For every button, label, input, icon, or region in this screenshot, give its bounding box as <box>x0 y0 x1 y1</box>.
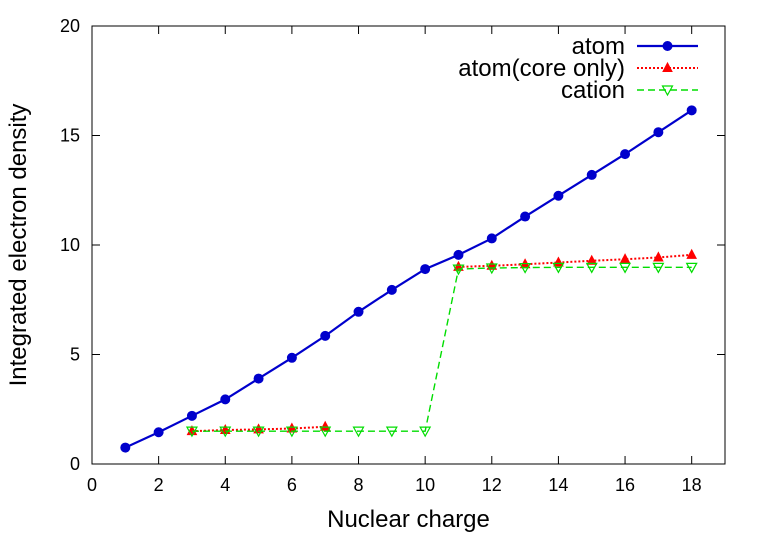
data-point <box>252 426 265 438</box>
x-tick-label: 12 <box>482 475 502 495</box>
data-point <box>652 262 665 274</box>
data-point <box>386 284 397 295</box>
x-tick-label: 10 <box>415 475 435 495</box>
data-point <box>486 233 497 244</box>
tick-labels: 0 2 4 6 8 10 12 14 16 18 0 5 10 15 20 <box>60 16 725 495</box>
y-tick-label: 5 <box>70 345 80 365</box>
data-point <box>286 352 297 363</box>
legend-marker <box>661 85 674 97</box>
y-tick-label: 20 <box>60 16 80 36</box>
data-point <box>653 127 664 138</box>
plot-area <box>91 25 726 465</box>
data-point <box>686 105 697 116</box>
series-1 <box>186 248 698 436</box>
data-point <box>452 264 465 276</box>
series-line <box>124 109 693 449</box>
data-point <box>486 259 498 270</box>
data-point <box>620 149 631 160</box>
data-point <box>553 190 564 201</box>
data-point <box>585 262 598 274</box>
x-tick-label: 2 <box>154 475 164 495</box>
data-point <box>453 249 464 260</box>
y-tick-label: 15 <box>60 126 80 146</box>
data-point <box>319 420 331 431</box>
data-point <box>485 263 498 275</box>
series-0 <box>120 105 697 453</box>
series-line <box>458 253 692 268</box>
series-layer <box>120 105 698 453</box>
data-point <box>619 262 632 274</box>
data-point <box>120 442 131 453</box>
data-point <box>185 426 198 438</box>
legend-marker <box>662 41 673 51</box>
data-point <box>352 426 365 438</box>
y-tick-label: 10 <box>60 235 80 255</box>
data-point <box>586 169 597 180</box>
series-line <box>191 266 692 432</box>
data-point <box>319 426 332 438</box>
data-point <box>552 262 565 274</box>
data-point <box>385 426 398 438</box>
data-point <box>286 422 298 433</box>
x-tick-label: 0 <box>87 475 97 495</box>
x-tick-label: 8 <box>354 475 364 495</box>
data-point <box>520 211 531 222</box>
data-point <box>619 253 631 264</box>
legend-marker <box>662 61 673 72</box>
x-tick-label: 4 <box>220 475 230 495</box>
x-tick-label: 6 <box>287 475 297 495</box>
plot-frame <box>91 25 726 465</box>
data-point <box>220 394 231 405</box>
x-axis-label: Nuclear charge <box>327 506 490 533</box>
y-tick-label: 0 <box>70 454 80 474</box>
data-point <box>219 426 232 438</box>
data-point <box>353 306 364 317</box>
data-point <box>420 264 431 275</box>
data-point <box>285 426 298 438</box>
data-point <box>686 248 698 259</box>
data-point <box>320 330 331 341</box>
x-tick-label: 18 <box>682 475 702 495</box>
data-point <box>153 427 164 438</box>
y-axis-label: Integrated electron density <box>5 104 32 387</box>
series-2 <box>185 262 698 438</box>
data-point <box>586 254 598 265</box>
data-point <box>519 262 532 274</box>
data-point <box>253 373 264 384</box>
data-point <box>685 262 698 274</box>
legend-label: atom <box>572 33 625 60</box>
legend-label: atom(core only) <box>458 55 625 82</box>
data-point <box>653 251 664 262</box>
legend-label: cation <box>561 77 625 104</box>
x-tick-label: 16 <box>615 475 635 495</box>
data-point <box>186 410 197 421</box>
x-tick-label: 14 <box>548 475 568 495</box>
data-point <box>419 426 432 438</box>
